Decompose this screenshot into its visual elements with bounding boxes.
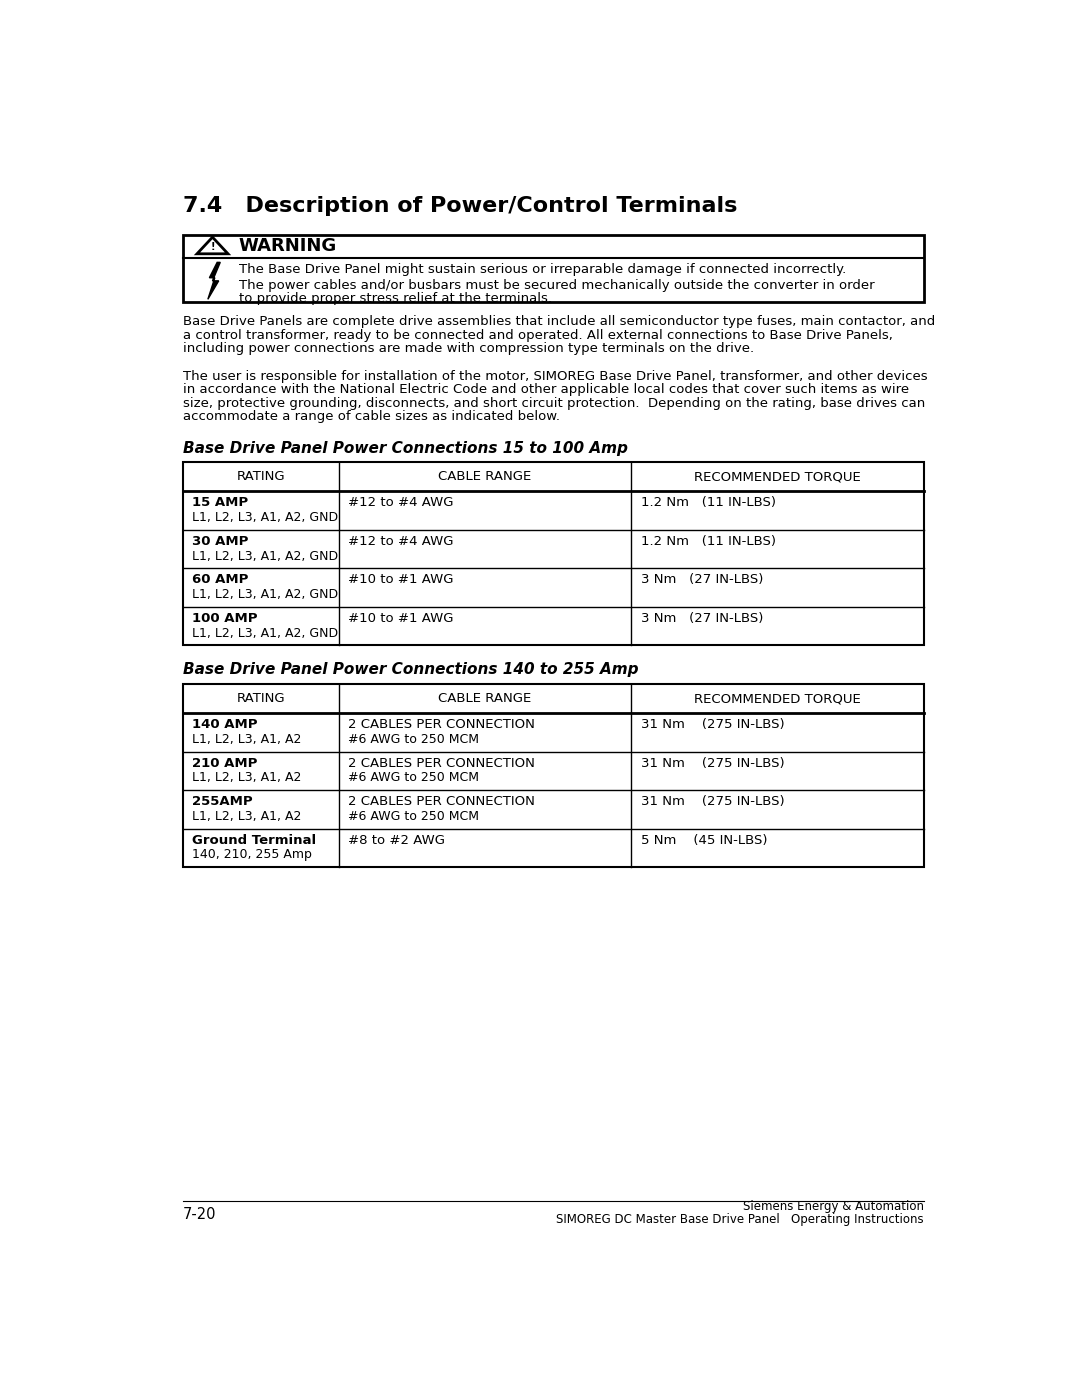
Text: L1, L2, L3, A1, A2, GND: L1, L2, L3, A1, A2, GND (192, 549, 338, 563)
Text: #12 to #4 AWG: #12 to #4 AWG (348, 496, 454, 510)
Text: WARNING: WARNING (239, 237, 337, 256)
Text: accommodate a range of cable sizes as indicated below.: accommodate a range of cable sizes as in… (183, 411, 561, 423)
Text: RECOMMENDED TORQUE: RECOMMENDED TORQUE (694, 471, 861, 483)
Text: a control transformer, ready to be connected and operated. All external connecti: a control transformer, ready to be conne… (183, 328, 893, 342)
Text: Base Drive Panel Power Connections 140 to 255 Amp: Base Drive Panel Power Connections 140 t… (183, 662, 638, 678)
Text: to provide proper stress relief at the terminals.: to provide proper stress relief at the t… (239, 292, 552, 305)
Text: 3 Nm   (27 IN-LBS): 3 Nm (27 IN-LBS) (640, 612, 762, 624)
Text: L1, L2, L3, A1, A2: L1, L2, L3, A1, A2 (192, 771, 301, 784)
Text: CABLE RANGE: CABLE RANGE (438, 692, 531, 705)
Text: The user is responsible for installation of the motor, SIMOREG Base Drive Panel,: The user is responsible for installation… (183, 370, 928, 383)
Text: RATING: RATING (237, 471, 285, 483)
Text: 1.2 Nm   (11 IN-LBS): 1.2 Nm (11 IN-LBS) (640, 496, 775, 510)
Text: 7-20: 7-20 (183, 1207, 217, 1221)
Text: 30 AMP: 30 AMP (192, 535, 248, 548)
Bar (183, 235, 924, 302)
Text: Siemens Energy & Automation: Siemens Energy & Automation (743, 1200, 924, 1213)
Polygon shape (197, 237, 228, 254)
Text: RECOMMENDED TORQUE: RECOMMENDED TORQUE (694, 692, 861, 705)
Text: Base Drive Panels are complete drive assemblies that include all semiconductor t: Base Drive Panels are complete drive ass… (183, 316, 935, 328)
Text: 60 AMP: 60 AMP (192, 574, 248, 587)
Text: 2 CABLES PER CONNECTION: 2 CABLES PER CONNECTION (348, 795, 535, 809)
Text: SIMOREG DC Master Base Drive Panel   Operating Instructions: SIMOREG DC Master Base Drive Panel Opera… (556, 1213, 924, 1227)
Text: 3 Nm   (27 IN-LBS): 3 Nm (27 IN-LBS) (640, 574, 762, 587)
Text: #6 AWG to 250 MCM: #6 AWG to 250 MCM (348, 771, 478, 784)
Text: 31 Nm    (275 IN-LBS): 31 Nm (275 IN-LBS) (640, 757, 784, 770)
Text: #8 to #2 AWG: #8 to #2 AWG (348, 834, 445, 847)
Text: 5 Nm    (45 IN-LBS): 5 Nm (45 IN-LBS) (640, 834, 767, 847)
Text: 140 AMP: 140 AMP (192, 718, 258, 731)
Text: !: ! (211, 242, 215, 251)
Text: 7.4   Description of Power/Control Terminals: 7.4 Description of Power/Control Termina… (183, 196, 738, 217)
Text: Ground Terminal: Ground Terminal (192, 834, 316, 847)
Bar (183, 685, 924, 868)
Text: The power cables and/or busbars must be secured mechanically outside the convert: The power cables and/or busbars must be … (239, 278, 875, 292)
Text: in accordance with the National Electric Code and other applicable local codes t: in accordance with the National Electric… (183, 383, 909, 397)
Text: L1, L2, L3, A1, A2: L1, L2, L3, A1, A2 (192, 733, 301, 746)
Text: #6 AWG to 250 MCM: #6 AWG to 250 MCM (348, 810, 478, 823)
Text: 100 AMP: 100 AMP (192, 612, 258, 624)
Text: L1, L2, L3, A1, A2, GND: L1, L2, L3, A1, A2, GND (192, 511, 338, 524)
Text: 15 AMP: 15 AMP (192, 496, 248, 510)
Bar (183, 462, 924, 645)
Text: 140, 210, 255 Amp: 140, 210, 255 Amp (192, 848, 312, 862)
Text: 210 AMP: 210 AMP (192, 757, 258, 770)
Text: Base Drive Panel Power Connections 15 to 100 Amp: Base Drive Panel Power Connections 15 to… (183, 440, 627, 455)
Text: L1, L2, L3, A1, A2: L1, L2, L3, A1, A2 (192, 810, 301, 823)
Text: 2 CABLES PER CONNECTION: 2 CABLES PER CONNECTION (348, 757, 535, 770)
Polygon shape (207, 263, 220, 299)
Text: #10 to #1 AWG: #10 to #1 AWG (348, 612, 454, 624)
Text: #12 to #4 AWG: #12 to #4 AWG (348, 535, 454, 548)
Text: 31 Nm    (275 IN-LBS): 31 Nm (275 IN-LBS) (640, 718, 784, 731)
Text: The Base Drive Panel might sustain serious or irreparable damage if connected in: The Base Drive Panel might sustain serio… (239, 263, 846, 277)
Text: #6 AWG to 250 MCM: #6 AWG to 250 MCM (348, 733, 478, 746)
Text: CABLE RANGE: CABLE RANGE (438, 471, 531, 483)
Text: #10 to #1 AWG: #10 to #1 AWG (348, 574, 454, 587)
Text: L1, L2, L3, A1, A2, GND: L1, L2, L3, A1, A2, GND (192, 588, 338, 601)
Text: including power connections are made with compression type terminals on the driv: including power connections are made wit… (183, 342, 754, 355)
Text: 1.2 Nm   (11 IN-LBS): 1.2 Nm (11 IN-LBS) (640, 535, 775, 548)
Text: size, protective grounding, disconnects, and short circuit protection.  Dependin: size, protective grounding, disconnects,… (183, 397, 926, 409)
Text: 255AMP: 255AMP (192, 795, 253, 809)
Text: 31 Nm    (275 IN-LBS): 31 Nm (275 IN-LBS) (640, 795, 784, 809)
Text: 2 CABLES PER CONNECTION: 2 CABLES PER CONNECTION (348, 718, 535, 731)
Text: L1, L2, L3, A1, A2, GND: L1, L2, L3, A1, A2, GND (192, 627, 338, 640)
Text: RATING: RATING (237, 692, 285, 705)
